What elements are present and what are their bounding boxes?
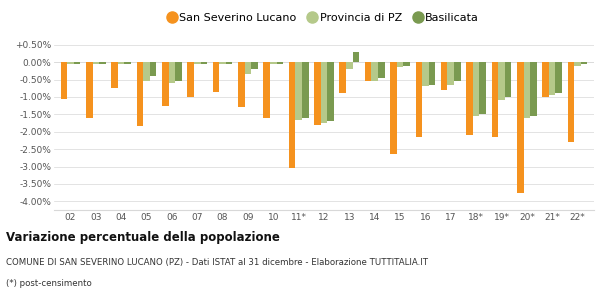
Bar (491, 62, 498, 137)
Bar (245, 62, 251, 74)
Bar (429, 62, 435, 85)
Bar (175, 62, 182, 81)
Legend: San Severino Lucano, Provincia di PZ, Basilicata: San Severino Lucano, Provincia di PZ, Ba… (164, 8, 484, 27)
Text: (*) post-censimento: (*) post-censimento (6, 280, 92, 289)
Bar (327, 62, 334, 121)
Bar (263, 62, 270, 118)
Bar (479, 62, 486, 114)
Bar (581, 62, 587, 64)
Bar (530, 62, 537, 116)
Bar (226, 62, 232, 64)
Bar (99, 62, 106, 64)
Bar (137, 62, 143, 127)
Bar (340, 62, 346, 93)
Bar (365, 62, 371, 81)
Bar (169, 62, 175, 83)
Bar (61, 62, 67, 99)
Bar (556, 62, 562, 93)
Bar (67, 62, 74, 64)
Bar (390, 62, 397, 154)
Bar (448, 62, 454, 85)
Bar (441, 62, 448, 90)
Bar (454, 62, 461, 81)
Bar (378, 62, 385, 78)
Bar (251, 62, 258, 69)
Bar (92, 62, 99, 64)
Bar (270, 62, 277, 64)
Text: COMUNE DI SAN SEVERINO LUCANO (PZ) - Dati ISTAT al 31 dicembre - Elaborazione TU: COMUNE DI SAN SEVERINO LUCANO (PZ) - Dat… (6, 259, 428, 268)
Bar (498, 62, 505, 100)
Bar (289, 62, 295, 168)
Bar (162, 62, 169, 106)
Bar (422, 62, 429, 86)
Text: Variazione percentuale della popolazione: Variazione percentuale della popolazione (6, 232, 280, 244)
Bar (150, 62, 157, 76)
Bar (371, 62, 378, 81)
Bar (277, 62, 283, 64)
Bar (403, 62, 410, 66)
Bar (346, 62, 353, 69)
Bar (187, 62, 194, 97)
Bar (143, 62, 150, 81)
Bar (219, 62, 226, 64)
Bar (466, 62, 473, 135)
Bar (314, 62, 321, 125)
Bar (295, 62, 302, 119)
Bar (574, 62, 581, 66)
Bar (118, 62, 124, 64)
Bar (542, 62, 549, 97)
Bar (213, 62, 219, 92)
Bar (194, 62, 200, 64)
Bar (568, 62, 574, 142)
Bar (111, 62, 118, 88)
Bar (124, 62, 131, 64)
Bar (517, 62, 524, 193)
Bar (86, 62, 92, 118)
Bar (549, 62, 556, 95)
Bar (397, 62, 403, 67)
Bar (416, 62, 422, 137)
Bar (524, 62, 530, 118)
Bar (74, 62, 80, 64)
Bar (321, 62, 327, 123)
Bar (473, 62, 479, 116)
Bar (353, 52, 359, 62)
Bar (238, 62, 245, 107)
Bar (505, 62, 511, 97)
Bar (200, 62, 207, 64)
Bar (302, 62, 308, 118)
